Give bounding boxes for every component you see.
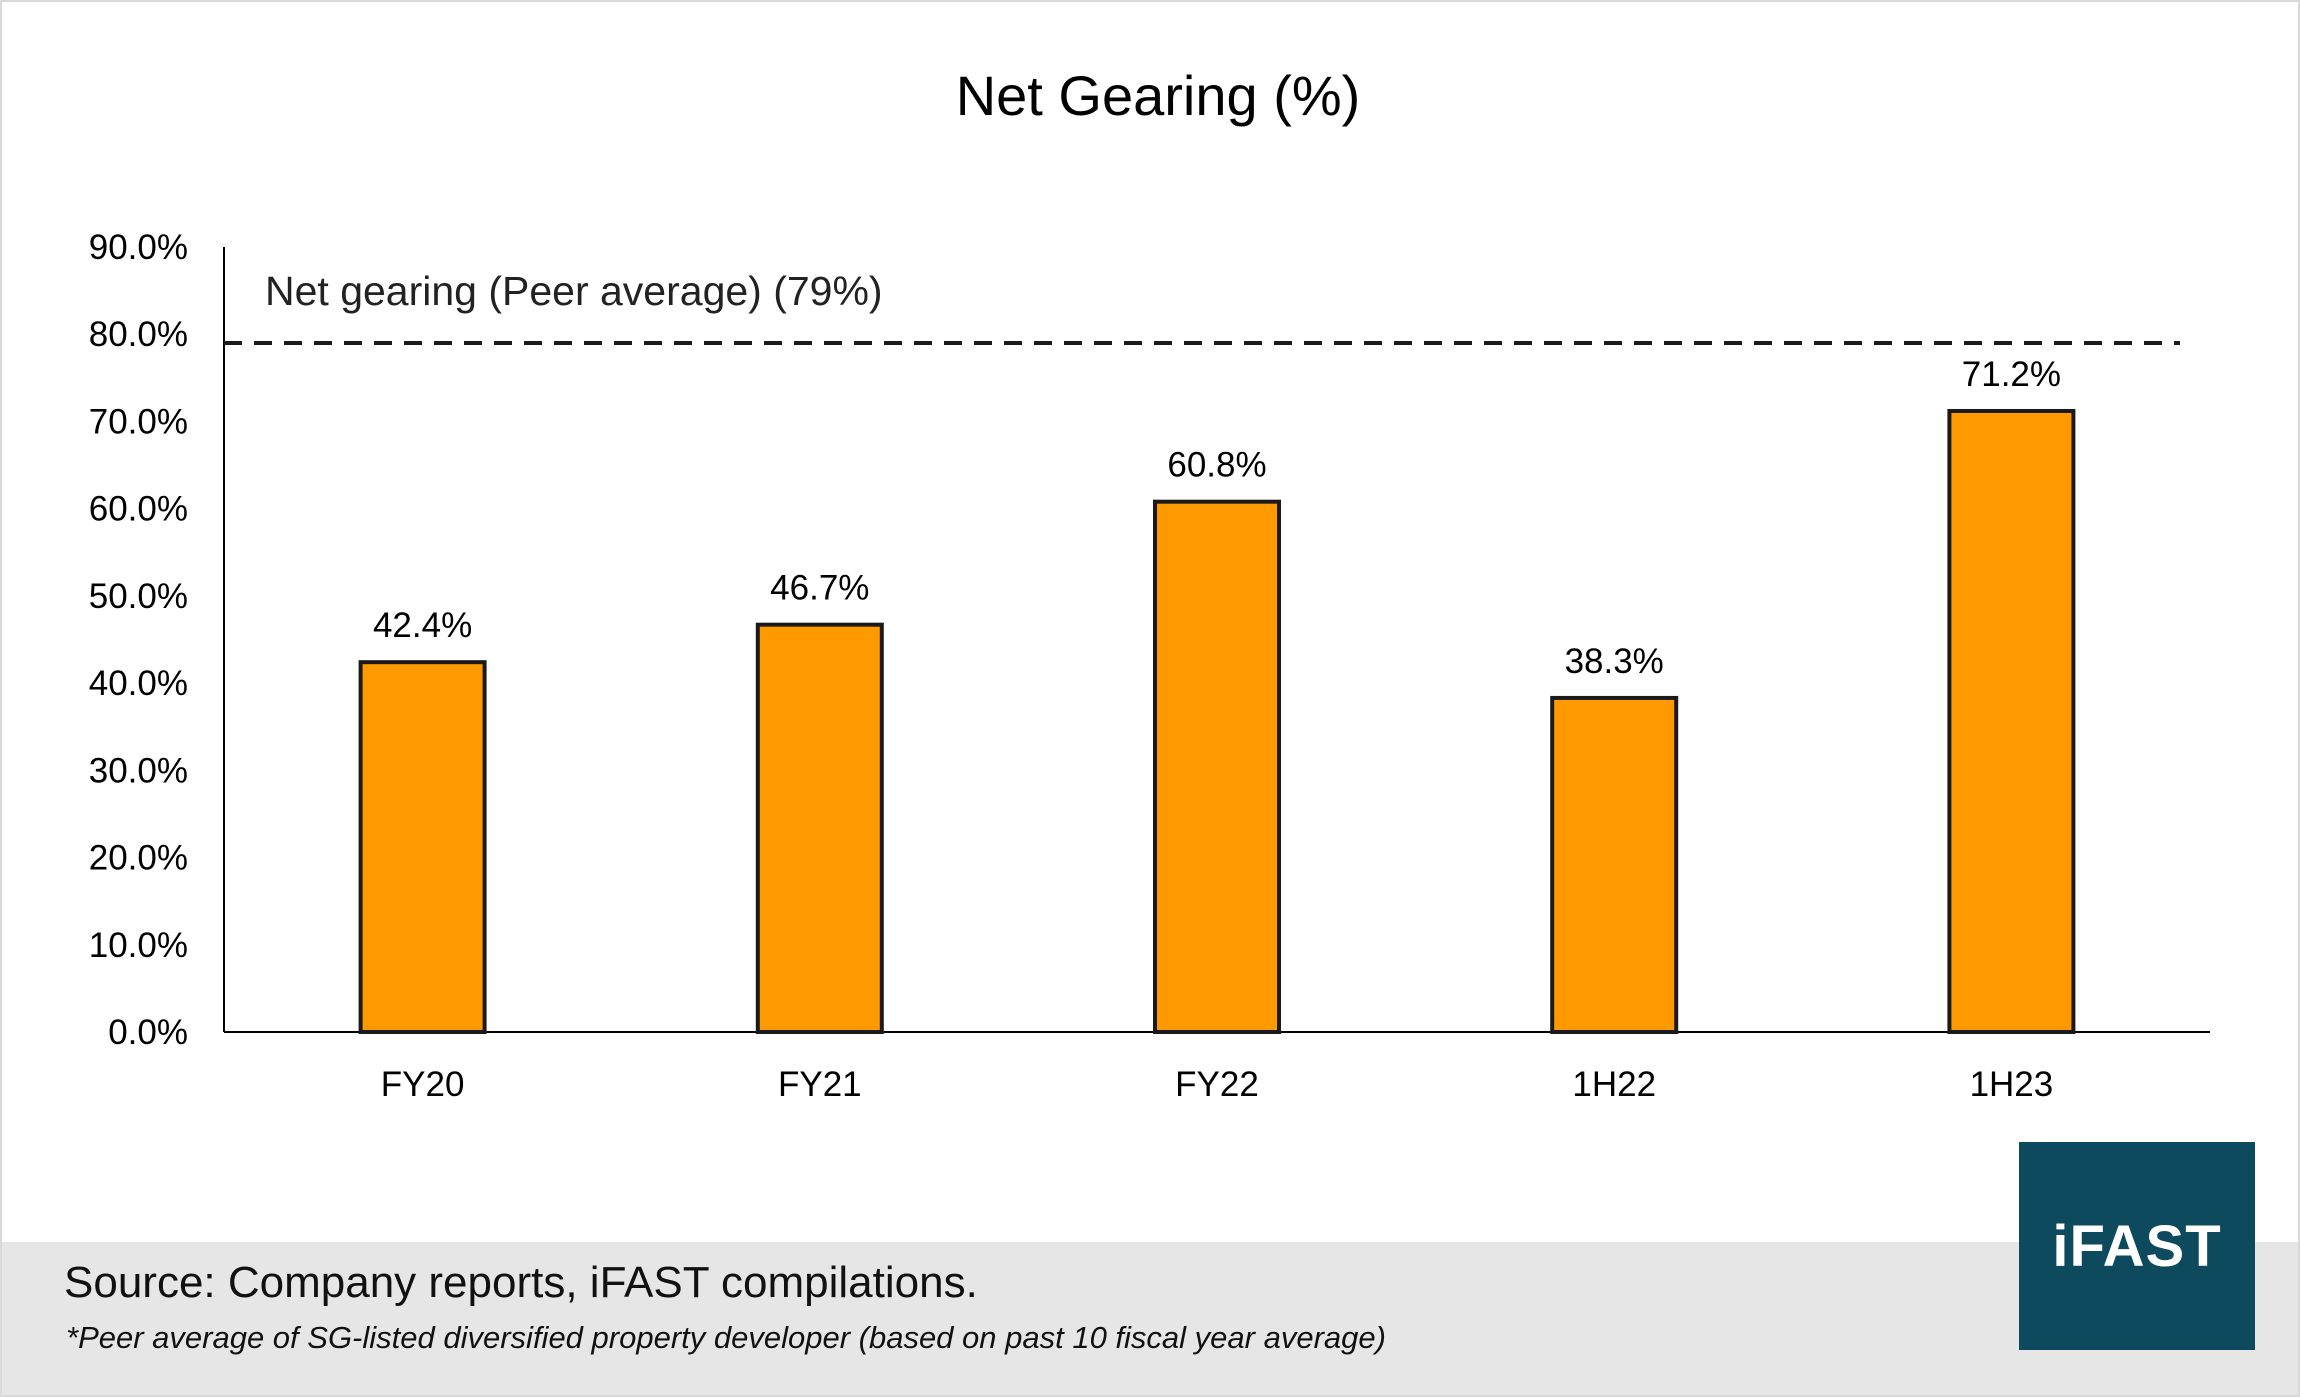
y-axis: 0.0% 10.0% 20.0% 30.0% 40.0% 50.0% 60.0% 70.0% 8… [89,228,225,1052]
bar-fy21 [755,622,884,1035]
y-tick-label: 10.0% [89,926,188,965]
footnote: *Peer average of SG-listed diversified p… [66,1320,1386,1355]
ifast-logo: iFAST [2019,1142,2255,1350]
peer-average-label: Net gearing (Peer average) (79%) [265,268,883,314]
x-tick-label: 1H22 [1572,1065,1656,1104]
source-note: Source: Company reports, iFAST compilati… [64,1258,978,1307]
x-tick-label: FY21 [778,1065,862,1104]
x-tick-label: FY20 [381,1065,465,1104]
chart-title: Net Gearing (%) [956,64,1361,127]
x-axis: FY20 FY21 FY22 1H22 1H23 [224,1031,2210,1104]
bar-1h23 [1947,408,2076,1034]
y-tick-label: 90.0% [89,228,188,267]
x-tick-label: 1H23 [1970,1065,2054,1104]
y-tick-label: 30.0% [89,751,188,790]
x-tick-label: FY22 [1175,1065,1259,1104]
peer-average-reference: Net gearing (Peer average) (79%) [224,268,2180,345]
bar-data-label: 42.4% [373,606,472,645]
bar-data-label: 38.3% [1565,642,1664,681]
y-tick-label: 80.0% [89,315,188,354]
y-tick-label: 0.0% [108,1013,188,1052]
ifast-logo-text: iFAST [2052,1213,2222,1279]
y-tick-label: 40.0% [89,664,188,703]
bar-fy22 [1153,499,1281,1034]
y-tick-label: 70.0% [89,402,188,441]
bar-series: 42.4% 46.7% 60.8% 38.3% 71.2% [358,355,2076,1035]
bar-fy20 [358,660,487,1035]
bar-data-label: 60.8% [1167,446,1266,485]
bar-1h22 [1550,695,1679,1034]
y-tick-label: 50.0% [89,577,188,616]
bar-data-label: 71.2% [1962,355,2061,394]
footer-band [2,1242,2298,1395]
bar-data-label: 46.7% [770,569,869,608]
y-tick-label: 60.0% [89,490,188,529]
y-tick-label: 20.0% [89,839,188,878]
